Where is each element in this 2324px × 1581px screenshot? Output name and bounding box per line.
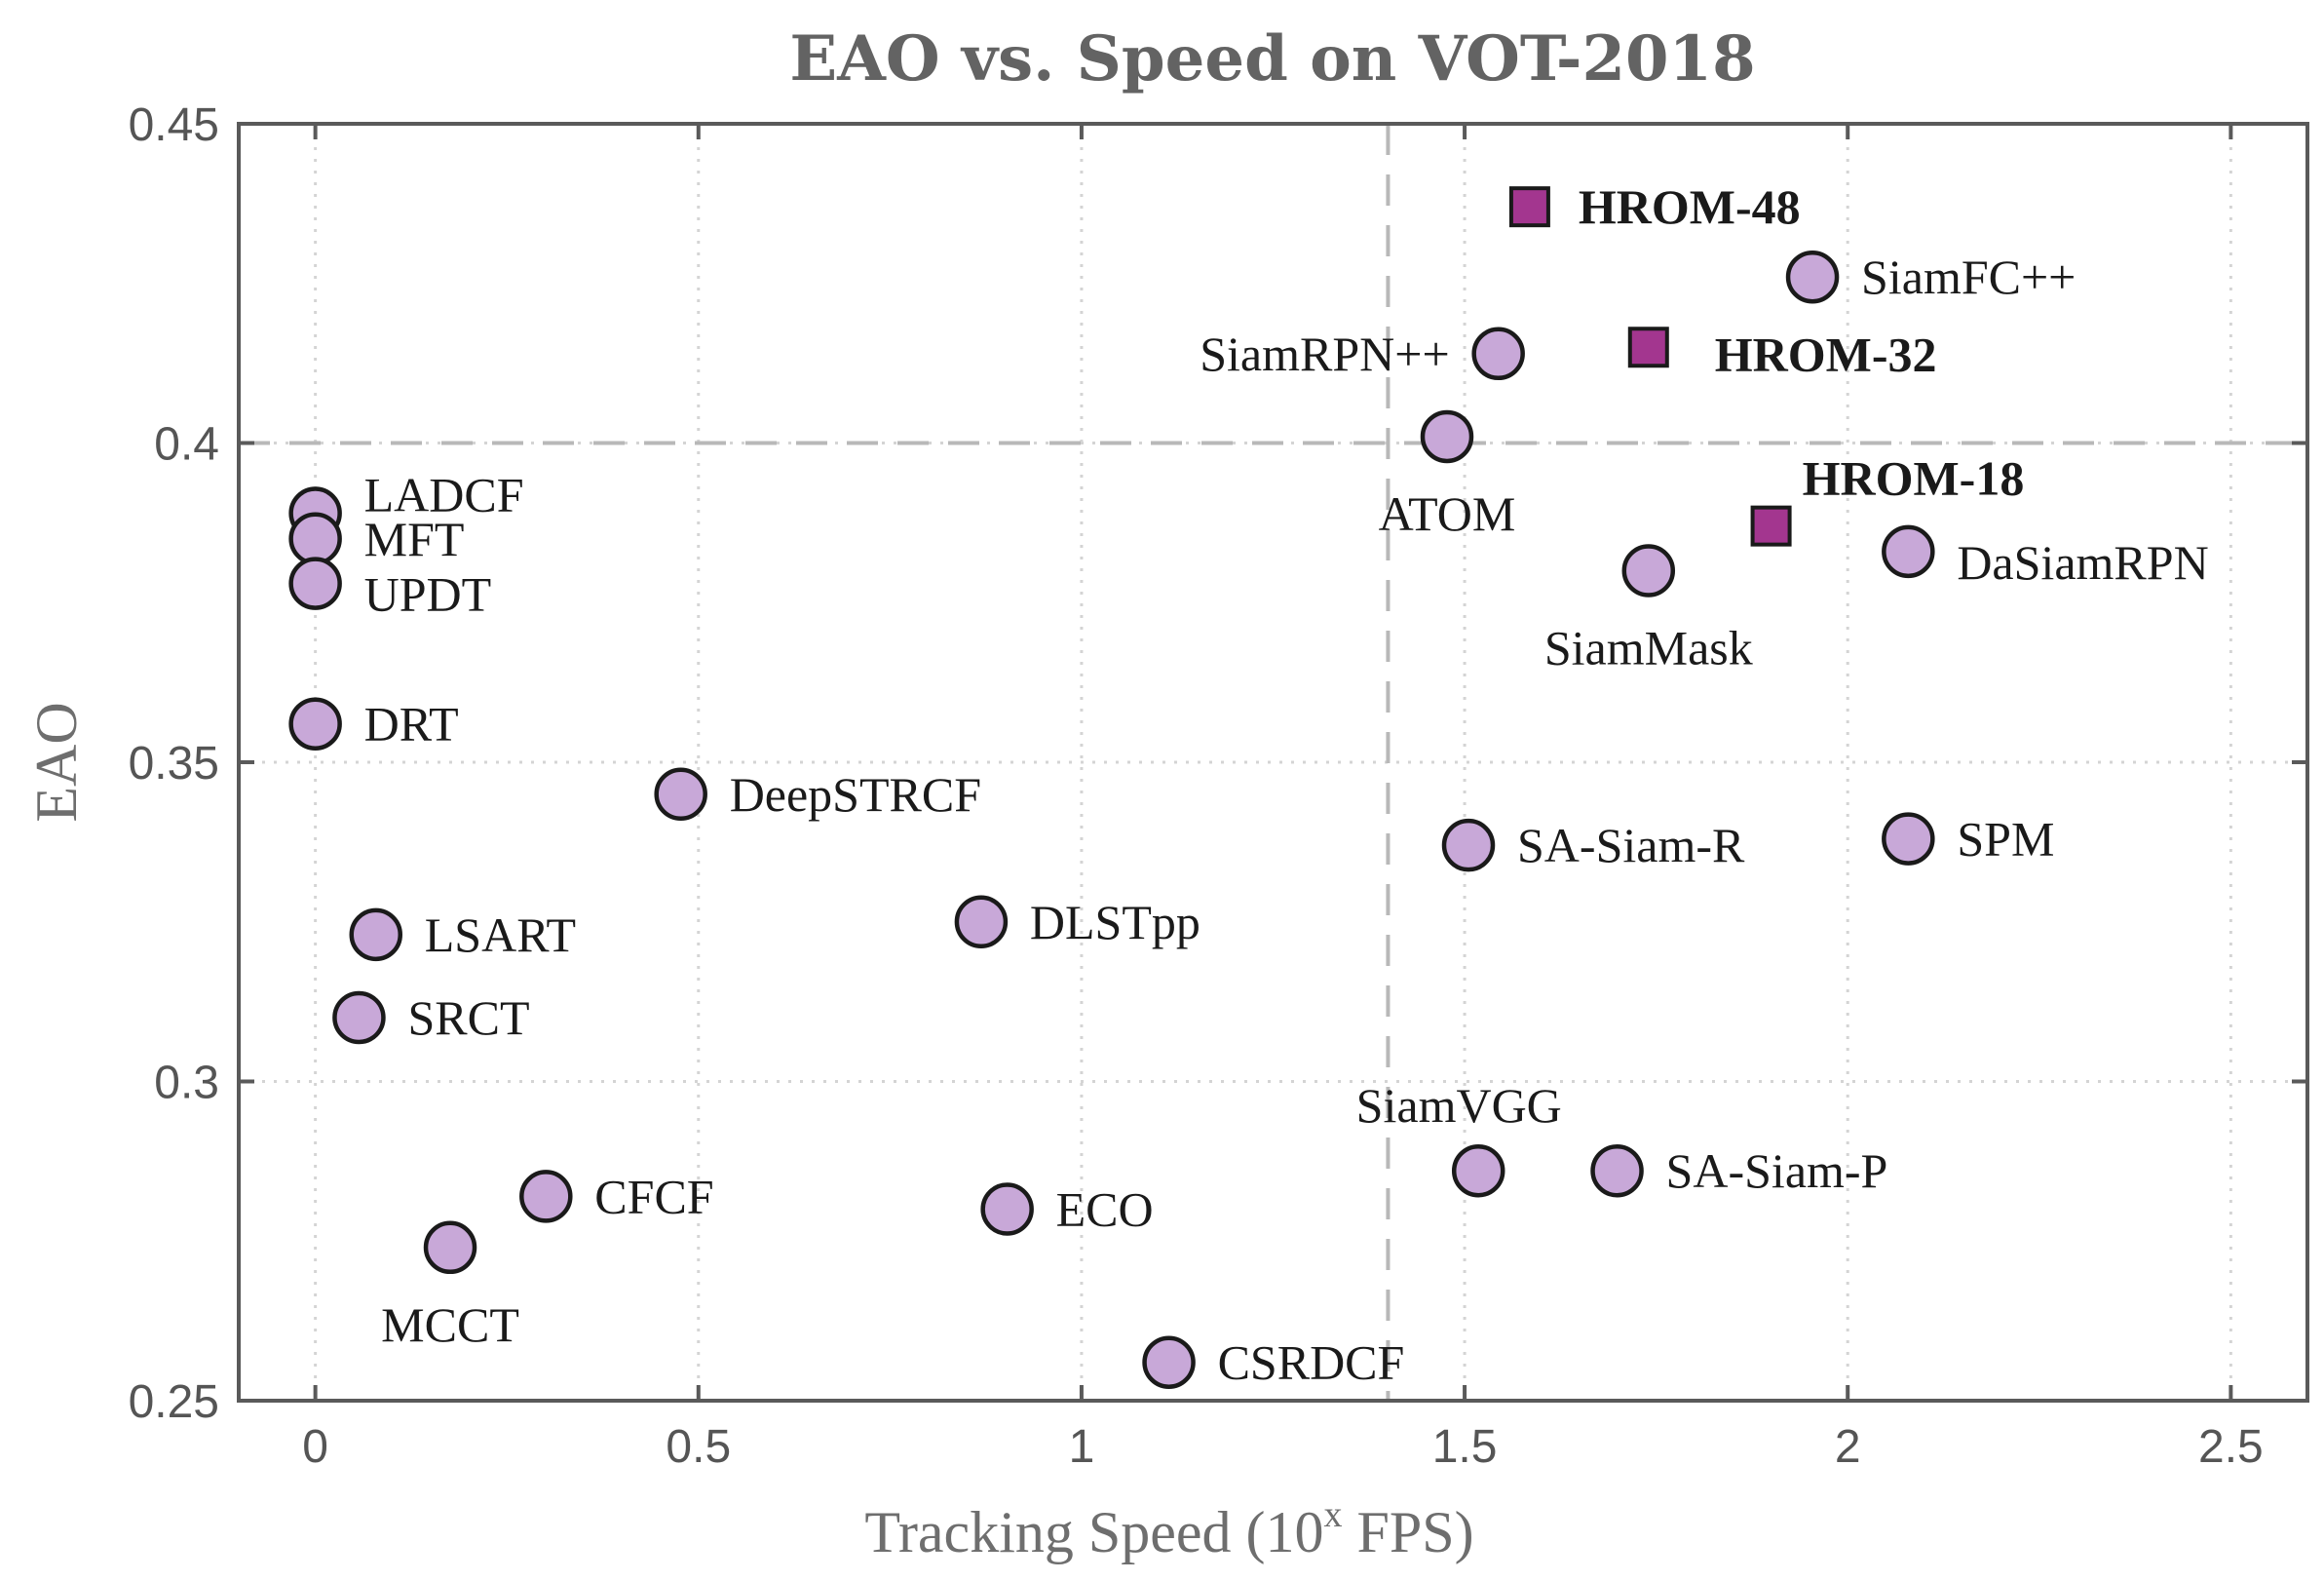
label-ladcf: LADCF: [364, 468, 524, 522]
marker-mcct: [423, 1220, 477, 1275]
x-axis-label: Tracking Speed (10x FPS): [864, 1494, 1473, 1564]
x-axis-label-main: Tracking Speed (10: [864, 1500, 1323, 1564]
y-tick-label: 0.3: [154, 1058, 219, 1109]
marker-siamrpnplusplus: [1471, 327, 1525, 381]
y-tick-label: 0.4: [154, 419, 219, 471]
label-layer: HROM-48 HROM-32 HROM-18 SiamFC++ SiamRPN++ AT…: [364, 179, 2209, 1390]
label-mft: MFT: [364, 512, 465, 566]
marker-lsart: [349, 907, 402, 962]
label-srct: SRCT: [407, 990, 529, 1045]
x-tick-label: 1.5: [1432, 1421, 1498, 1473]
marker-srct: [332, 990, 386, 1045]
marker-dasiamrpn: [1882, 524, 1935, 579]
label-hrom-18: HROM-18: [1803, 451, 2025, 506]
label-siammask: SiamMask: [1544, 621, 1753, 675]
marker-hrom-48: [1508, 186, 1550, 228]
y-tick-label: 0.25: [129, 1376, 219, 1428]
marker-drt: [288, 697, 342, 751]
x-axis-label-superscript: x: [1323, 1494, 1342, 1535]
marker-mft: [288, 512, 342, 565]
marker-atom: [1420, 409, 1474, 464]
marker-sa-siam-r: [1441, 818, 1496, 872]
label-eco: ECO: [1056, 1182, 1154, 1237]
marker-hrom-32: [1627, 327, 1669, 368]
marker-sa-siam-p: [1590, 1143, 1644, 1198]
chart-title: EAO vs. Speed on VOT-2018: [789, 22, 1755, 96]
marker-siammask: [1621, 544, 1676, 598]
label-siamvgg: SiamVGG: [1356, 1078, 1562, 1133]
tick-layer: 0 0.5 1 1.5 2 2.5 0.25 0.3 0.35 0.4 0.45: [129, 99, 2307, 1473]
marker-deepstrcf: [654, 767, 707, 821]
marker-layer: [288, 186, 1935, 1389]
label-updt: UPDT: [364, 567, 492, 622]
x-axis-label-tail: FPS): [1342, 1500, 1473, 1564]
label-hrom-32: HROM-32: [1715, 327, 1937, 381]
y-axis-label: EAO: [24, 702, 89, 822]
y-tick-label: 0.35: [129, 738, 219, 790]
label-sa-siam-r: SA-Siam-R: [1517, 818, 1745, 872]
label-drt: DRT: [364, 697, 459, 752]
x-tick-label: 0: [302, 1421, 328, 1473]
label-sa-siam-p: SA-Siam-P: [1666, 1143, 1888, 1198]
marker-csrdcf: [1142, 1335, 1196, 1389]
label-csrdcf: CSRDCF: [1218, 1335, 1405, 1390]
marker-dlstpp: [954, 895, 1009, 948]
marker-cfcf: [519, 1170, 573, 1223]
marker-siamfcplusplus: [1785, 250, 1840, 304]
marker-updt: [288, 557, 342, 610]
y-tick-label: 0.45: [129, 99, 219, 151]
label-siamrpnplusplus: SiamRPN++: [1200, 327, 1449, 381]
label-dlstpp: DLSTpp: [1030, 895, 1200, 949]
marker-hrom-18: [1750, 505, 1792, 547]
label-mcct: MCCT: [381, 1297, 519, 1352]
reference-lines: [239, 124, 2307, 1401]
label-cfcf: CFCF: [594, 1169, 713, 1223]
label-dasiamrpn: DaSiamRPN: [1957, 535, 2208, 590]
x-tick-label: 1: [1069, 1421, 1095, 1473]
x-tick-label: 2: [1835, 1421, 1861, 1473]
label-spm: SPM: [1957, 812, 2054, 867]
x-tick-label: 2.5: [2198, 1421, 2264, 1473]
marker-spm: [1882, 812, 1935, 866]
marker-eco: [980, 1182, 1034, 1236]
x-tick-label: 0.5: [666, 1421, 731, 1473]
marker-siamvgg: [1451, 1143, 1505, 1198]
label-atom: ATOM: [1379, 486, 1516, 541]
label-siamfcplusplus: SiamFC++: [1861, 250, 2076, 304]
label-lsart: LSART: [425, 907, 576, 962]
label-deepstrcf: DeepSTRCF: [730, 767, 981, 822]
label-hrom-48: HROM-48: [1579, 179, 1801, 234]
grid-layer: [239, 122, 2307, 1403]
